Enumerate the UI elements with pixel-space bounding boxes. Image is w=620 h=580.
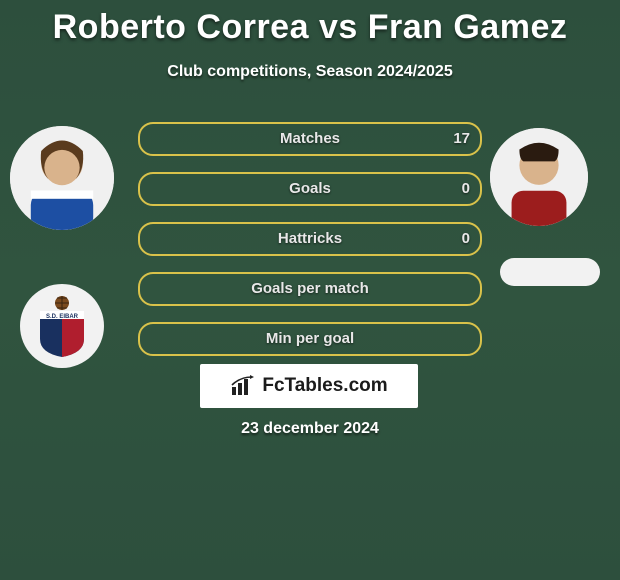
date-text: 23 december 2024 bbox=[0, 420, 620, 438]
stat-label: Goals bbox=[140, 174, 480, 204]
brand-bars-icon bbox=[230, 375, 256, 397]
stat-label: Goals per match bbox=[140, 274, 480, 304]
player-b-name: Fran Gamez bbox=[368, 8, 568, 46]
stat-right-value bbox=[460, 274, 480, 304]
brand-text: FcTables.com bbox=[262, 375, 387, 397]
player-a-name: Roberto Correa bbox=[53, 8, 309, 46]
player-right-avatar bbox=[490, 128, 588, 226]
page-title: Roberto Correa vs Fran Gamez bbox=[0, 0, 620, 47]
vs-text: vs bbox=[319, 8, 358, 46]
stat-right-value: 0 bbox=[452, 174, 480, 204]
club-left-badge: S.D. EIBAR bbox=[20, 284, 104, 368]
svg-text:S.D. EIBAR: S.D. EIBAR bbox=[46, 314, 79, 320]
stat-right-value: 0 bbox=[452, 224, 480, 254]
stat-row-min-per-goal: Min per goal bbox=[138, 322, 482, 356]
stat-label: Hattricks bbox=[140, 224, 480, 254]
stat-row-hattricks: Hattricks 0 bbox=[138, 222, 482, 256]
avatar-right-icon bbox=[490, 128, 588, 226]
stat-row-goals: Goals 0 bbox=[138, 172, 482, 206]
stat-right-value: 17 bbox=[443, 124, 480, 154]
club-right-placeholder bbox=[500, 258, 600, 286]
stat-row-goals-per-match: Goals per match bbox=[138, 272, 482, 306]
eibar-badge-icon: S.D. EIBAR bbox=[35, 295, 89, 357]
avatar-left-icon bbox=[10, 126, 114, 230]
stat-right-value bbox=[460, 324, 480, 354]
player-left-avatar bbox=[10, 126, 114, 230]
brand-box: FcTables.com bbox=[200, 364, 418, 408]
stat-row-matches: Matches 17 bbox=[138, 122, 482, 156]
stat-label: Min per goal bbox=[140, 324, 480, 354]
stat-label: Matches bbox=[140, 124, 480, 154]
subtitle: Club competitions, Season 2024/2025 bbox=[0, 63, 620, 81]
stat-rows: Matches 17 Goals 0 Hattricks 0 Goals per… bbox=[138, 122, 482, 372]
